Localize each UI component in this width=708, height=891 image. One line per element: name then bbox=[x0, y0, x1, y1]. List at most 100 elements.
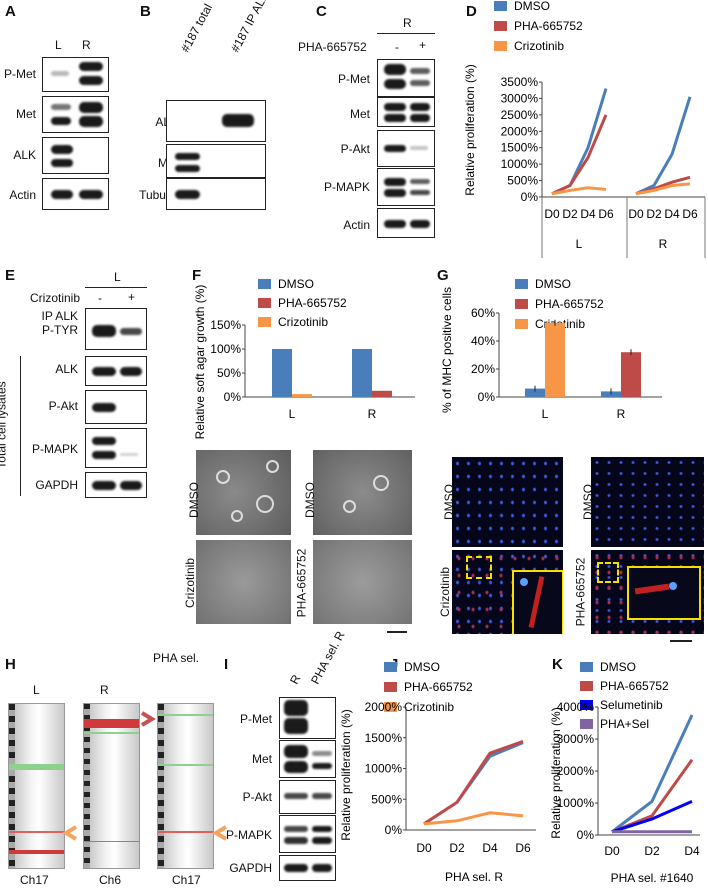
y-tick-label: 2000% bbox=[557, 764, 595, 778]
legend-swatch bbox=[494, 21, 507, 31]
y-tick-label: 1500% bbox=[501, 141, 539, 155]
x-tick-label: D4 bbox=[684, 844, 700, 858]
legend-label: PHA+Sel bbox=[600, 717, 649, 731]
blot-row-label: ALK bbox=[55, 362, 78, 376]
treatment-label: PHA-665752 bbox=[298, 40, 367, 54]
y-tick-label: 2000% bbox=[365, 700, 403, 714]
series-line bbox=[611, 714, 694, 833]
blot-row-label: IP ALK bbox=[41, 309, 78, 323]
chrom-name: Ch17 bbox=[20, 873, 49, 887]
blot-strip bbox=[377, 59, 435, 97]
group-label: R bbox=[659, 237, 668, 251]
blot-row-label: P-Met bbox=[337, 72, 370, 86]
panel-d-chart: DMSO PHA-665752 Crizotinib Relative prolife… bbox=[463, 0, 706, 258]
blot-row-label: Actin bbox=[9, 188, 36, 202]
x-tick-label: D0 bbox=[544, 207, 560, 221]
panel-label-i: I bbox=[224, 656, 229, 673]
series-line bbox=[551, 114, 608, 196]
legend-label: Crizotinib bbox=[278, 315, 328, 329]
blot-row-label: P-Akt bbox=[242, 790, 272, 804]
blot-strip bbox=[42, 96, 109, 133]
blot-row-label: Met bbox=[251, 752, 272, 766]
x-tick-label: D2 bbox=[562, 207, 578, 221]
y-tick-label: 1500% bbox=[365, 731, 403, 745]
legend-label: DMSO bbox=[514, 0, 550, 13]
series-line bbox=[611, 800, 693, 834]
bar bbox=[372, 390, 392, 397]
y-tick-label: 500% bbox=[371, 792, 402, 806]
arrow-icon bbox=[212, 825, 228, 841]
legend-swatch bbox=[384, 682, 397, 692]
chromosome bbox=[83, 703, 140, 869]
blot-row-label: P-TYR bbox=[42, 323, 78, 337]
legend-swatch bbox=[580, 719, 593, 729]
blot-row-label: ALK bbox=[13, 148, 36, 162]
blot-row-label: P-Akt bbox=[48, 399, 78, 413]
legend-swatch bbox=[258, 298, 271, 308]
side-label: Total cell lysates bbox=[0, 381, 9, 469]
series-line bbox=[423, 811, 524, 826]
legend-swatch bbox=[258, 317, 271, 327]
blot-strip bbox=[279, 855, 336, 881]
lane-label: R bbox=[82, 38, 91, 52]
legend-swatch bbox=[580, 662, 593, 672]
scale-bar bbox=[387, 631, 407, 633]
micrograph bbox=[313, 450, 412, 535]
y-tick-label: 100% bbox=[210, 342, 241, 356]
x-tick-label: D2 bbox=[644, 844, 660, 858]
blot-strip bbox=[85, 472, 147, 498]
panel-label-b: B bbox=[140, 3, 151, 20]
y-tick-label: 3000% bbox=[501, 91, 539, 105]
series-line bbox=[423, 740, 524, 826]
x-tick-label: D4 bbox=[664, 207, 680, 221]
x-tick-label: D2 bbox=[449, 841, 465, 855]
micrograph-label: DMSO bbox=[581, 484, 595, 520]
arrow-icon bbox=[62, 825, 78, 841]
blot-strip bbox=[166, 100, 266, 142]
legend-swatch bbox=[384, 662, 397, 672]
micrograph-label: Crizotinib bbox=[183, 557, 198, 609]
chromosome-arrows bbox=[62, 711, 228, 841]
bar bbox=[292, 394, 312, 397]
blot-row-label: P-Met bbox=[3, 67, 36, 81]
legend-swatch bbox=[580, 681, 593, 691]
chrom-label: L bbox=[33, 683, 40, 697]
micrograph-label: DMSO bbox=[187, 482, 201, 518]
treatment-sign: - bbox=[98, 291, 102, 305]
y-tick-label: 0% bbox=[577, 828, 595, 842]
blot-strip bbox=[166, 178, 266, 210]
blot-strip bbox=[42, 178, 109, 210]
legend-label: PHA-665752 bbox=[278, 296, 347, 310]
x-tick-label: D4 bbox=[482, 841, 498, 855]
legend-label: PHA-665752 bbox=[535, 297, 604, 311]
y-tick-label: 0% bbox=[224, 390, 242, 404]
legend-swatch bbox=[494, 1, 507, 11]
series-line bbox=[635, 96, 692, 196]
micrograph bbox=[452, 550, 563, 634]
y-tick-label: 20% bbox=[471, 362, 495, 376]
y-tick-label: 1000% bbox=[557, 796, 595, 810]
bar bbox=[525, 388, 545, 397]
micrograph bbox=[452, 457, 563, 547]
x-tick-label: D6 bbox=[682, 207, 698, 221]
chrom-label: R bbox=[100, 683, 109, 697]
blot-row-label: GAPDH bbox=[35, 478, 78, 492]
group-label: L bbox=[576, 237, 583, 251]
panel-label-h: H bbox=[5, 656, 16, 673]
group-label: L bbox=[114, 270, 121, 284]
y-axis-label: Relative proliferation (%) bbox=[549, 707, 563, 838]
y-tick-label: 3000% bbox=[557, 732, 595, 746]
micrograph bbox=[196, 540, 291, 624]
blot-strip bbox=[85, 390, 147, 424]
panel-label-k: K bbox=[552, 656, 563, 673]
blot-strip bbox=[166, 144, 266, 178]
y-tick-label: 1000% bbox=[365, 762, 403, 776]
y-tick-label: 60% bbox=[471, 306, 495, 320]
micrograph bbox=[591, 457, 704, 547]
legend-swatch bbox=[494, 41, 507, 51]
x-tick-label: D4 bbox=[580, 207, 596, 221]
lane-label: #187 IP ALK bbox=[228, 0, 272, 55]
y-axis-label: Relative proliferation (%) bbox=[463, 64, 477, 195]
y-tick-label: 1000% bbox=[501, 157, 539, 171]
x-tick-label: R bbox=[617, 407, 626, 421]
